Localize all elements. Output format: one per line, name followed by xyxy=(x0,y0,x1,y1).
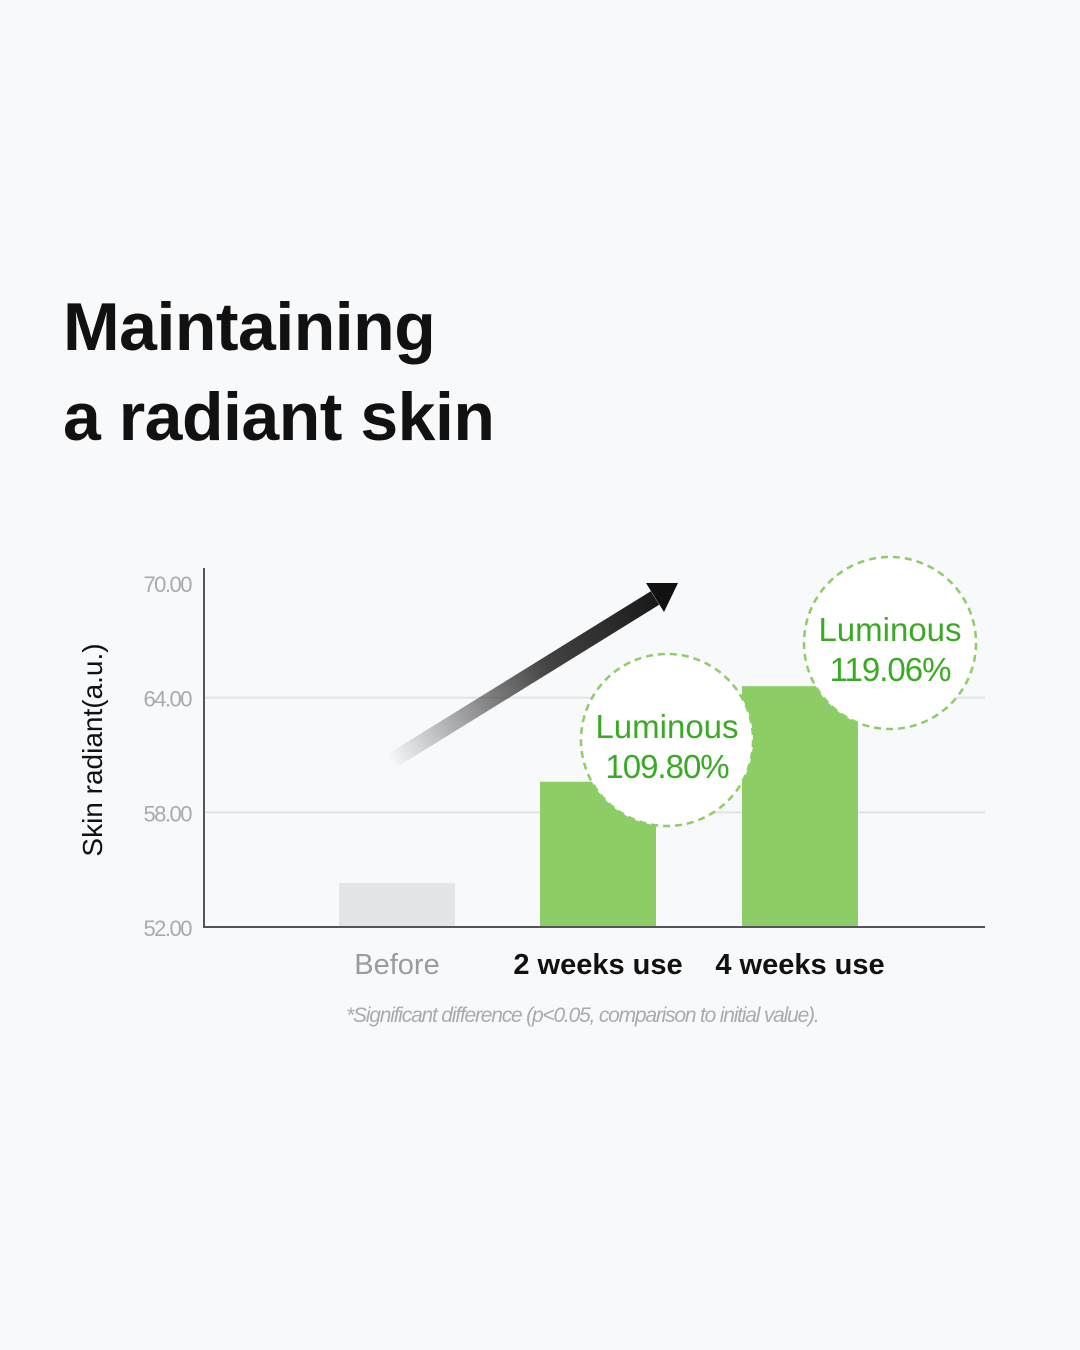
annotation-label: Luminous xyxy=(595,708,738,745)
y-tick-label: 58.00 xyxy=(143,801,192,826)
x-tick-label: 2 weeks use xyxy=(513,949,682,981)
annotation-value: 109.80% xyxy=(605,748,729,785)
annotation-value: 119.06% xyxy=(830,651,951,688)
bubble-circle xyxy=(802,555,978,731)
annotation-label: Luminous xyxy=(818,611,961,648)
title-line-2: a radiant skin xyxy=(63,379,495,455)
bar xyxy=(742,686,858,927)
title-line-1: Maintaining xyxy=(63,289,436,365)
page-title: Maintaining a radiant skin xyxy=(63,282,495,462)
trend-arrow xyxy=(385,583,678,769)
y-tick-label: 52.00 xyxy=(143,916,192,941)
y-tick-label: 70.00 xyxy=(143,572,192,597)
x-tick-label: 4 weeks use xyxy=(715,949,884,981)
y-axis-label: Skin radiant(a.u.) xyxy=(77,643,108,856)
y-tick-label: 64.00 xyxy=(143,687,192,712)
footnote: *Significant difference (p<0.05, compari… xyxy=(346,1004,820,1027)
bar xyxy=(339,883,455,927)
x-tick-label: Before xyxy=(354,949,439,981)
bubble-circle xyxy=(579,652,755,828)
